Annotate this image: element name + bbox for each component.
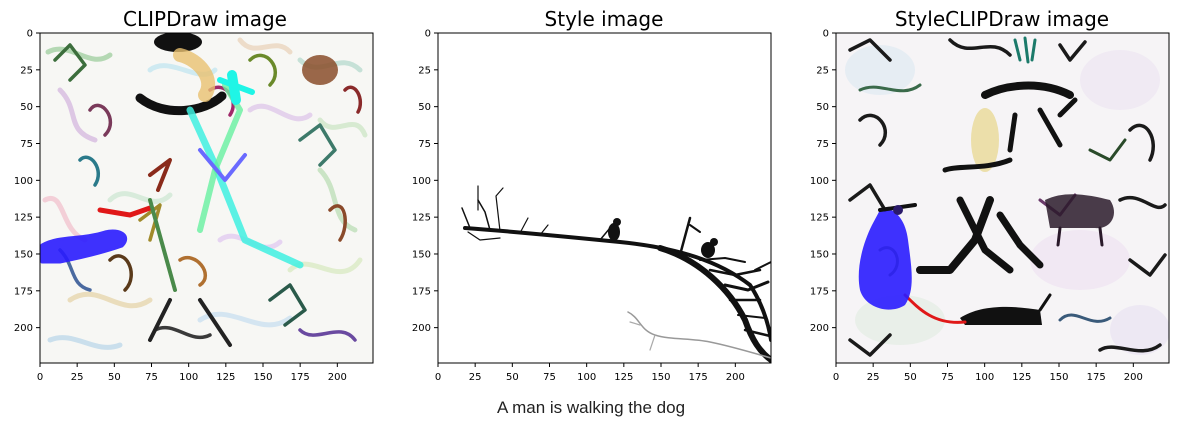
y-tick-label: 75 — [816, 139, 829, 150]
x-tick-label: 0 — [833, 372, 839, 383]
x-tick-label: 100 — [975, 372, 994, 383]
style-axes: 0 25 50 75 100 125 150 175 200 0 25 50 75 100 125 150 17… — [412, 29, 745, 384]
y-tick-label: 50 — [418, 102, 431, 113]
x-tick-label: 50 — [904, 372, 917, 383]
panel-title: StyleCLIPDraw image — [895, 7, 1109, 31]
y-tick-label: 200 — [412, 323, 431, 334]
styleclipdraw-axes: 0 25 50 75 100 125 150 175 200 0 25 50 75 100 125 150 17… — [810, 29, 1143, 384]
y-tick-label: 125 — [412, 213, 431, 224]
figure-canvas: CLIPDraw image — [14, 7, 1170, 384]
x-tick-label: 200 — [1124, 372, 1143, 383]
y-tick-label: 100 — [810, 176, 829, 187]
x-tick-label: 75 — [941, 372, 954, 383]
x-tick-label: 25 — [867, 372, 880, 383]
y-tick-label: 50 — [20, 102, 33, 113]
x-tick-label: 125 — [216, 372, 235, 383]
y-tick-label: 200 — [810, 323, 829, 334]
styleclipdraw-image — [835, 32, 1170, 364]
y-tick-label: 150 — [412, 249, 431, 260]
y-tick-label: 50 — [816, 102, 829, 113]
clipdraw-image — [39, 32, 374, 364]
x-tick-label: 50 — [108, 372, 121, 383]
y-tick-label: 175 — [14, 286, 33, 297]
y-tick-label: 25 — [816, 65, 829, 76]
y-tick-label: 100 — [14, 176, 33, 187]
y-tick-label: 125 — [810, 213, 829, 224]
x-tick-label: 175 — [689, 372, 708, 383]
x-tick-label: 125 — [1012, 372, 1031, 383]
y-tick-label: 175 — [810, 286, 829, 297]
x-tick-label: 200 — [726, 372, 745, 383]
y-tick-label: 0 — [27, 29, 33, 40]
x-tick-label: 150 — [253, 372, 272, 383]
x-tick-label: 200 — [328, 372, 347, 383]
x-tick-label: 0 — [435, 372, 441, 383]
y-tick-label: 0 — [823, 29, 829, 40]
x-tick-label: 0 — [37, 372, 43, 383]
y-tick-label: 175 — [412, 286, 431, 297]
x-tick-label: 100 — [577, 372, 596, 383]
x-tick-label: 25 — [71, 372, 84, 383]
panel-style: Style image — [412, 7, 772, 384]
panel-clipdraw: CLIPDraw image — [14, 7, 374, 384]
x-tick-label: 100 — [179, 372, 198, 383]
x-tick-label: 150 — [1049, 372, 1068, 383]
x-tick-label: 175 — [1087, 372, 1106, 383]
y-tick-label: 150 — [14, 249, 33, 260]
x-tick-label: 25 — [469, 372, 482, 383]
y-tick-label: 200 — [14, 323, 33, 334]
y-tick-label: 25 — [418, 65, 431, 76]
x-tick-label: 175 — [291, 372, 310, 383]
y-tick-label: 125 — [14, 213, 33, 224]
x-tick-label: 125 — [614, 372, 633, 383]
y-tick-label: 75 — [418, 139, 431, 150]
y-tick-label: 100 — [412, 176, 431, 187]
panel-styleclipdraw: StyleCLIPDraw image — [810, 7, 1170, 383]
panel-title: Style image — [545, 7, 664, 31]
x-tick-label: 50 — [506, 372, 519, 383]
x-tick-label: 75 — [145, 372, 158, 383]
y-tick-label: 75 — [20, 139, 33, 150]
y-tick-label: 0 — [425, 29, 431, 40]
clipdraw-axes: 0 25 50 75 100 125 150 175 200 0 25 50 75 100 125 150 17… — [14, 29, 347, 384]
panel-title: CLIPDraw image — [123, 7, 287, 31]
style-image — [437, 32, 772, 364]
x-tick-label: 150 — [651, 372, 670, 383]
y-tick-label: 150 — [810, 249, 829, 260]
caption: A man is walking the dog — [496, 398, 686, 417]
y-tick-label: 25 — [20, 65, 33, 76]
x-tick-label: 75 — [543, 372, 556, 383]
